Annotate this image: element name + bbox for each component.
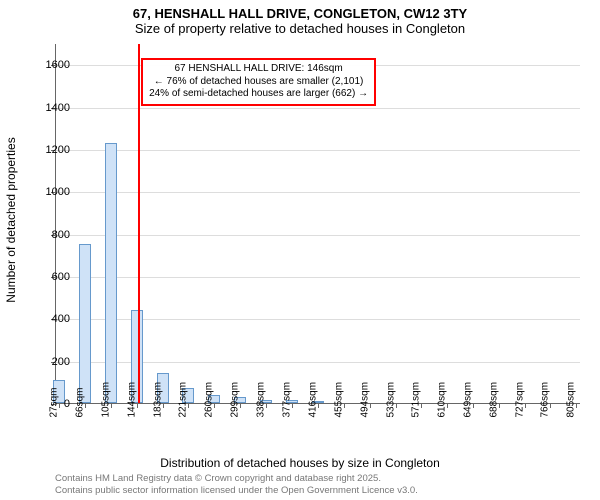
ytick-label: 1600 bbox=[30, 59, 70, 71]
ytick-label: 400 bbox=[30, 313, 70, 325]
annotation-line1: 67 HENSHALL HALL DRIVE: 146sqm bbox=[149, 63, 368, 76]
chart-footer: Contains HM Land Registry data © Crown c… bbox=[55, 473, 418, 496]
ytick-label: 1200 bbox=[30, 144, 70, 156]
ytick-label: 600 bbox=[30, 271, 70, 283]
x-axis-label: Distribution of detached houses by size … bbox=[0, 456, 600, 470]
chart-plot-area: 67 HENSHALL HALL DRIVE: 146sqm← 76% of d… bbox=[55, 44, 580, 404]
chart-title-line2: Size of property relative to detached ho… bbox=[0, 21, 600, 38]
y-axis-label: Number of detached properties bbox=[4, 137, 18, 302]
gridline bbox=[56, 108, 580, 109]
histogram-bar bbox=[105, 143, 117, 403]
annotation-line2: ← 76% of detached houses are smaller (2,… bbox=[149, 76, 368, 89]
ytick-label: 800 bbox=[30, 229, 70, 241]
histogram-bar bbox=[79, 244, 91, 403]
footer-line1: Contains HM Land Registry data © Crown c… bbox=[55, 473, 418, 484]
gridline bbox=[56, 192, 580, 193]
annotation-line3: 24% of semi-detached houses are larger (… bbox=[149, 88, 368, 101]
gridline bbox=[56, 235, 580, 236]
chart-title-line1: 67, HENSHALL HALL DRIVE, CONGLETON, CW12… bbox=[0, 0, 600, 21]
gridline bbox=[56, 150, 580, 151]
ytick-label: 1000 bbox=[30, 186, 70, 198]
footer-line2: Contains public sector information licen… bbox=[55, 485, 418, 496]
annotation-box: 67 HENSHALL HALL DRIVE: 146sqm← 76% of d… bbox=[141, 58, 376, 106]
ytick-label: 1400 bbox=[30, 102, 70, 114]
gridline bbox=[56, 277, 580, 278]
ytick-label: 200 bbox=[30, 356, 70, 368]
xtick-mark bbox=[550, 403, 551, 408]
